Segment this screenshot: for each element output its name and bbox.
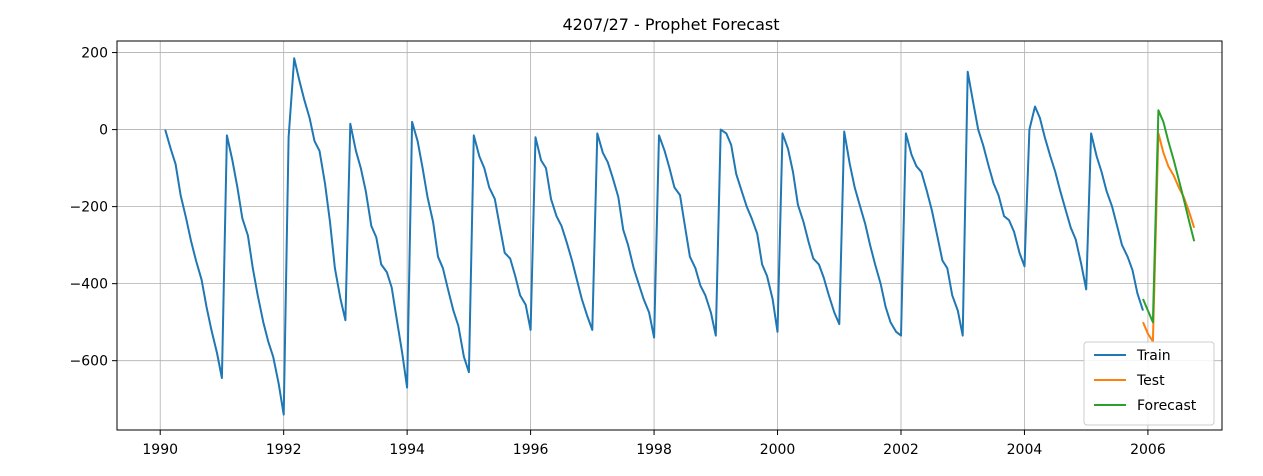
- x-tick-label: 1990: [142, 442, 178, 458]
- x-axis-ticks: 1990 1992 1994 1996 1998 2000 2002 2004 2006: [142, 430, 1166, 458]
- legend-label-train: Train: [1136, 348, 1171, 364]
- x-tick-label: 1998: [636, 442, 672, 458]
- x-tick-label: 2006: [1130, 442, 1166, 458]
- plot-frame: [116, 40, 1223, 431]
- series-line-forecast: [1142, 109, 1196, 324]
- y-tick-label: −200: [70, 200, 108, 216]
- x-tick-label: 1994: [389, 442, 425, 458]
- x-tick-label: 2002: [883, 442, 919, 458]
- x-tick-label: 1996: [513, 442, 549, 458]
- series-lines: [164, 57, 1196, 416]
- series-line-train: [164, 57, 1144, 416]
- y-tick-label: 0: [99, 123, 108, 139]
- legend: Train Test Forecast: [1083, 341, 1215, 426]
- y-axis-ticks: 200 0 −200 −400 −600: [70, 46, 117, 370]
- series-line-test: [1142, 132, 1196, 343]
- y-tick-label: −400: [70, 277, 108, 293]
- legend-label-forecast: Forecast: [1137, 398, 1197, 414]
- x-tick-label: 2000: [760, 442, 796, 458]
- grid-lines: [117, 41, 1222, 430]
- x-tick-label: 1992: [266, 442, 302, 458]
- chart-title: 4207/27 - Prophet Forecast: [563, 15, 780, 34]
- x-tick-label: 2004: [1007, 442, 1043, 458]
- y-tick-label: 200: [81, 46, 108, 62]
- y-tick-label: −600: [70, 354, 108, 370]
- legend-label-test: Test: [1136, 373, 1165, 389]
